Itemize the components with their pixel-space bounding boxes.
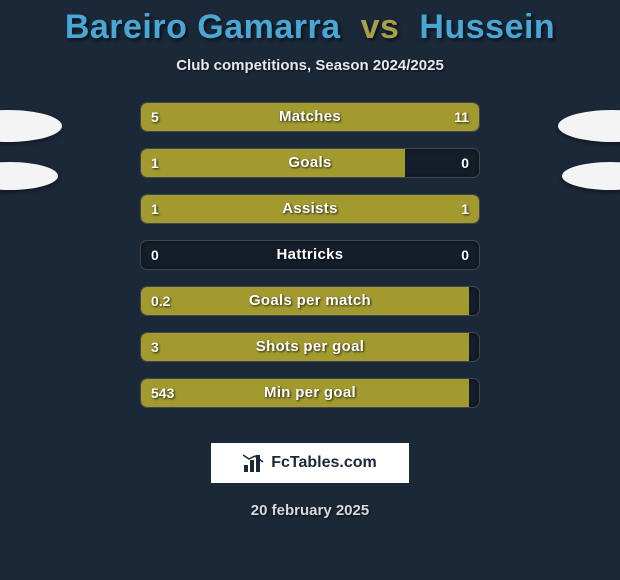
stat-row: 11Assists xyxy=(140,194,480,224)
stat-row: 10Goals xyxy=(140,148,480,178)
player2-badge-placeholder xyxy=(558,110,620,142)
stat-row: 00Hattricks xyxy=(140,240,480,270)
stat-label: Min per goal xyxy=(141,379,479,407)
branding-text: FcTables.com xyxy=(271,454,377,472)
stat-label: Goals xyxy=(141,149,479,177)
player1-flag-placeholder xyxy=(0,162,58,190)
player2-name: Hussein xyxy=(419,8,555,46)
bar-chart-icon xyxy=(243,453,265,473)
subtitle: Club competitions, Season 2024/2025 xyxy=(0,57,620,74)
stat-row: 543Min per goal xyxy=(140,378,480,408)
vs-text: vs xyxy=(361,8,400,46)
snapshot-date: 20 february 2025 xyxy=(0,502,620,519)
player1-badge-placeholder xyxy=(0,110,62,142)
stat-label: Matches xyxy=(141,103,479,131)
player2-flag-placeholder xyxy=(562,162,620,190)
stat-label: Shots per goal xyxy=(141,333,479,361)
stats-arena: 511Matches 10Goals 11Assists 00Hattricks 0.2… xyxy=(0,102,620,422)
stat-label: Assists xyxy=(141,195,479,223)
title-heading: Bareiro Gamarra vs Hussein xyxy=(0,8,620,47)
comparison-title: Bareiro Gamarra vs Hussein xyxy=(0,0,620,47)
stat-row: 511Matches xyxy=(140,102,480,132)
player1-name: Bareiro Gamarra xyxy=(65,8,341,46)
stat-label: Hattricks xyxy=(141,241,479,269)
branding-box: FcTables.com xyxy=(210,442,410,484)
stat-row: 0.2Goals per match xyxy=(140,286,480,316)
stat-bars: 511Matches 10Goals 11Assists 00Hattricks 0.2… xyxy=(140,102,480,408)
stat-label: Goals per match xyxy=(141,287,479,315)
stat-row: 3Shots per goal xyxy=(140,332,480,362)
